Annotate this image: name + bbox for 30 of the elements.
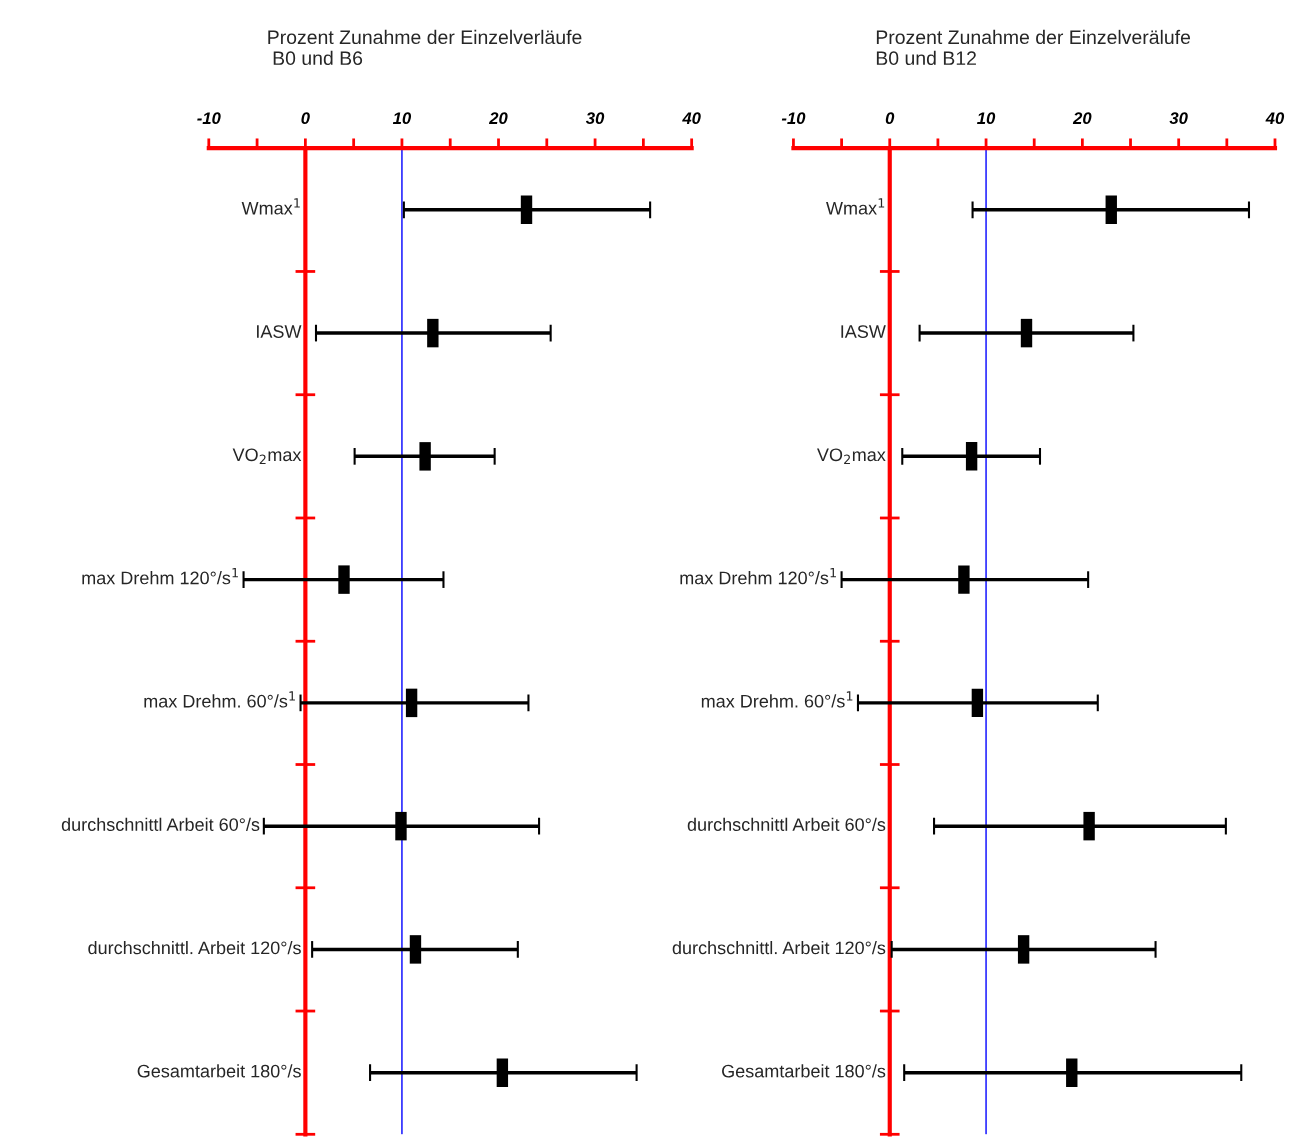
y-tick-label: max Drehm. 60°/s$^{1}$ — [701, 691, 853, 708]
x-tick-label: 40 — [1265, 112, 1285, 125]
y-tick-label: durchschnittl Arbeit 60°/s — [687, 817, 886, 831]
y-tick-label: Wmax$^{1}$ — [826, 198, 885, 215]
x-tick-label: 20 — [488, 112, 508, 125]
y-tick-label: Gesamtarbeit 180°/s — [137, 1064, 301, 1078]
x-tick-label: 40 — [682, 112, 701, 125]
x-tick-label: 30 — [1169, 112, 1188, 125]
y-tick-label: IASW — [841, 325, 886, 338]
y-tick-label: Gesamtarbeit 180°/s — [722, 1064, 886, 1078]
x-tick-label: 0 — [885, 112, 895, 125]
y-tick-label: IASW — [257, 325, 302, 338]
y-tick-label: durchschnittl. Arbeit 120°/s — [672, 940, 886, 955]
y-tick-label: max Drehm 120°/s$^{1}$ — [82, 568, 238, 585]
y-tick-label: durchschnittl. Arbeit 120°/s — [88, 940, 301, 955]
x-tick-label: 10 — [977, 112, 996, 125]
x-tick-label: 10 — [392, 112, 412, 125]
x-tick-label: 30 — [585, 112, 605, 125]
x-tick-label: 20 — [1072, 112, 1092, 125]
x-tick-label: -10 — [781, 112, 806, 125]
y-tick-label: Wmax$^{1}$ — [241, 198, 300, 215]
y-tick-label: durchschnittl Arbeit 60°/s — [61, 817, 260, 831]
chart-title: Prozent Zunahme der Einzelverläufe B0 und B6 — [268, 29, 582, 66]
y-tick-label: VO$_{2}$max — [232, 448, 302, 464]
x-tick-label: 0 — [301, 112, 310, 125]
y-tick-label: VO$_{2}$max — [817, 448, 886, 464]
chart-title: Prozent Zunahme der Einzelverälufe B0 und B12 — [876, 29, 1191, 66]
y-tick-label: max Drehm 120°/s$^{1}$ — [680, 568, 836, 585]
y-tick-label: max Drehm. 60°/s$^{1}$ — [144, 691, 295, 708]
x-tick-label: -10 — [197, 112, 221, 125]
